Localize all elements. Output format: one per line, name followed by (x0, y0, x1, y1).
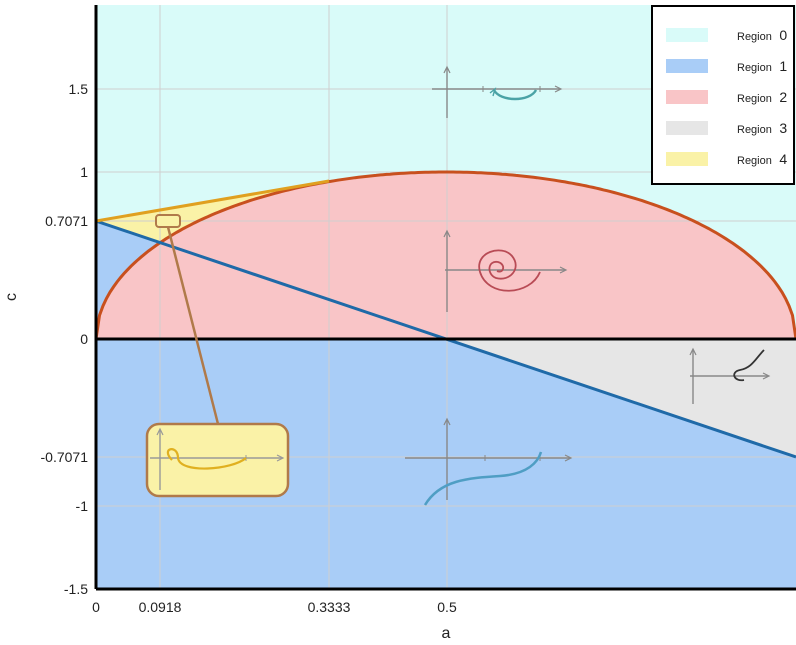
legend-label-region-4: Region 4 (737, 151, 787, 168)
legend-swatch-region-0 (666, 28, 708, 42)
legend-swatch-region-4 (666, 152, 708, 166)
x-tick-label: 0 (92, 599, 100, 615)
region-4-area (96, 181, 330, 243)
ellipse-boundary (96, 170, 796, 340)
y-tick-label: -0.7071 (41, 449, 89, 465)
region-2-trajectory-inset (443, 229, 568, 312)
legend-label-region-1: Region 1 (737, 58, 787, 75)
legend: Region 0 Region 1 Region 2 Region 3 Regi… (651, 5, 795, 185)
legend-swatch-region-2 (666, 90, 708, 104)
region-0-trajectory-inset (432, 65, 563, 118)
legend-swatch-region-3 (666, 121, 708, 135)
y-tick-label: -1.5 (64, 581, 88, 597)
region-4-zoom-callout (145, 214, 290, 498)
x-tick-label: 0.0918 (139, 599, 182, 615)
region-1-trajectory-inset (405, 417, 573, 506)
y-tick-labels: 1.5 1 0.7071 0 -0.7071 -1 -1.5 (41, 81, 89, 597)
x-axis-label: a (442, 625, 451, 642)
region-2-area (96, 172, 796, 339)
y-tick-label: 1 (80, 164, 88, 180)
legend-label-region-2: Region 2 (737, 89, 787, 106)
y-tick-label: -1 (76, 498, 89, 514)
legend-label-region-0: Region 0 (737, 27, 787, 44)
region-3-trajectory-inset (689, 347, 771, 404)
legend-label-region-3: Region 3 (737, 120, 787, 137)
axes-frame (94, 5, 796, 591)
yellow-boundary-line (96, 179, 330, 223)
y-tick-label: 0 (80, 331, 88, 347)
x-tick-label: 0.5 (437, 599, 457, 615)
x-tick-labels: 0 0.0918 0.3333 0.5 (92, 599, 457, 615)
y-tick-label: 0.7071 (45, 213, 88, 229)
y-axis-label: c (3, 293, 20, 301)
legend-swatch-region-1 (666, 59, 708, 73)
x-tick-label: 0.3333 (308, 599, 351, 615)
y-tick-label: 1.5 (69, 81, 89, 97)
